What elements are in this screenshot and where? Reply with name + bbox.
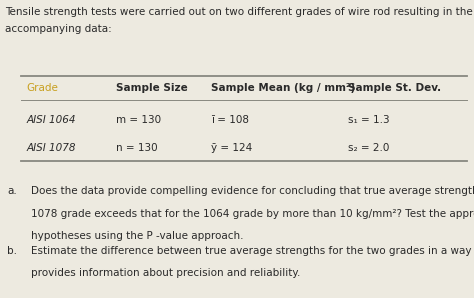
Text: Does the data provide compelling evidence for concluding that true average stren: Does the data provide compelling evidenc… xyxy=(31,186,474,196)
Text: provides information about precision and reliability.: provides information about precision and… xyxy=(31,268,300,278)
Text: ī = 108: ī = 108 xyxy=(211,115,249,125)
Text: AISI 1078: AISI 1078 xyxy=(26,143,75,153)
Text: Tensile strength tests were carried out on two different grades of wire rod resu: Tensile strength tests were carried out … xyxy=(5,7,473,18)
Text: hypotheses using the P -value approach.: hypotheses using the P -value approach. xyxy=(31,231,243,241)
Text: n = 130: n = 130 xyxy=(116,143,158,153)
Text: s₂ = 2.0: s₂ = 2.0 xyxy=(348,143,390,153)
Text: Estimate the difference between true average strengths for the two grades in a w: Estimate the difference between true ave… xyxy=(31,246,474,256)
Text: accompanying data:: accompanying data: xyxy=(5,24,111,34)
Text: b.: b. xyxy=(7,246,17,256)
Text: Sample St. Dev.: Sample St. Dev. xyxy=(348,83,441,94)
Text: a.: a. xyxy=(7,186,17,196)
Text: Grade: Grade xyxy=(26,83,58,94)
Text: 1078 grade exceeds that for the 1064 grade by more than 10 kg/mm²? Test the appr: 1078 grade exceeds that for the 1064 gra… xyxy=(31,209,474,219)
Text: Sample Size: Sample Size xyxy=(116,83,188,94)
Text: ȳ = 124: ȳ = 124 xyxy=(211,143,252,153)
Text: AISI 1064: AISI 1064 xyxy=(26,115,75,125)
Text: m = 130: m = 130 xyxy=(116,115,161,125)
Text: s₁ = 1.3: s₁ = 1.3 xyxy=(348,115,390,125)
Text: Sample Mean (kg / mm²): Sample Mean (kg / mm²) xyxy=(211,83,355,94)
